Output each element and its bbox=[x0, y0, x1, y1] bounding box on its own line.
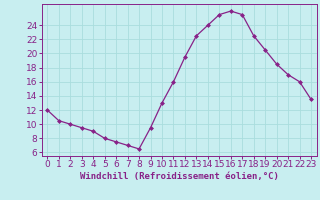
X-axis label: Windchill (Refroidissement éolien,°C): Windchill (Refroidissement éolien,°C) bbox=[80, 172, 279, 181]
